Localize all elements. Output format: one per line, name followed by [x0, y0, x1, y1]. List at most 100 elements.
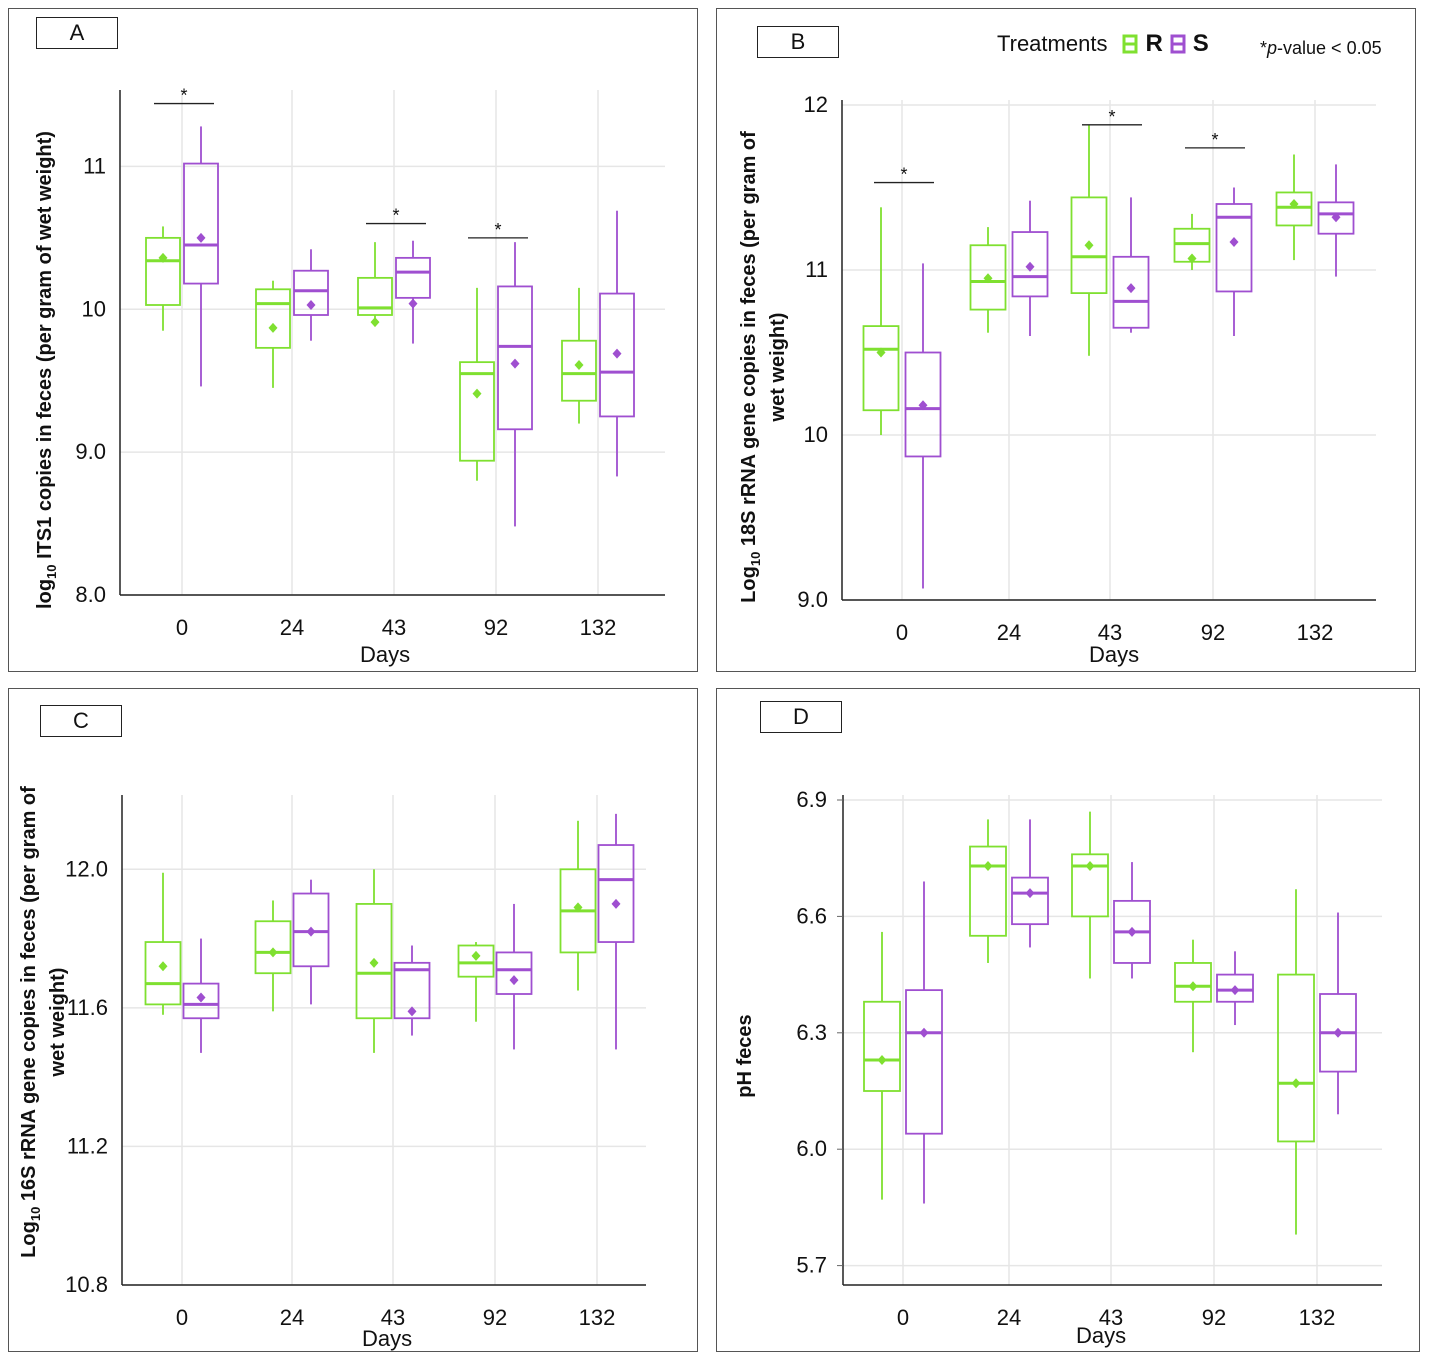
panel-c-label: C [40, 705, 122, 737]
box-mean-marker [1085, 860, 1095, 871]
box-s-day-0 [182, 938, 220, 1053]
box-iqr [495, 951, 533, 995]
box-iqr [1216, 973, 1254, 1003]
box-r-day-24 [254, 900, 292, 1012]
box-mean-marker [472, 388, 482, 399]
box-mean-marker [919, 1027, 929, 1038]
x-tick-label: 24 [997, 1305, 1021, 1330]
box-iqr [145, 236, 181, 306]
box-r-day-0 [862, 207, 900, 435]
panel-d-x-axis-title: Days [1076, 1323, 1127, 1348]
box-iqr [1011, 231, 1049, 298]
x-tick-label: 0 [176, 615, 188, 640]
y-tick-label: 6.0 [796, 1136, 827, 1161]
box-s-day-24 [293, 249, 329, 341]
box-mean-marker [876, 347, 886, 358]
box-s-day-24 [1011, 819, 1049, 948]
box-iqr [255, 288, 291, 349]
box-mean-marker [510, 358, 520, 369]
x-tick-label: 132 [579, 1305, 616, 1330]
box-r-day-43 [357, 242, 393, 328]
significance-star: * [392, 206, 399, 226]
x-tick-label: 0 [896, 620, 908, 645]
box-mean-marker [573, 902, 583, 913]
x-tick-label: 92 [1202, 1305, 1226, 1330]
legend-r-label: R [1145, 30, 1163, 57]
box-r-day-43 [355, 869, 393, 1053]
pvalue-p: p [1267, 38, 1278, 58]
box-iqr [393, 961, 431, 1020]
y-tick-label: 11.6 [67, 995, 108, 1020]
x-tick-label: 43 [1098, 620, 1122, 645]
x-tick-label: 24 [280, 1305, 304, 1330]
box-iqr [1174, 962, 1212, 1003]
box-mean-marker [612, 348, 622, 359]
box-iqr [597, 844, 635, 943]
y-tick-label: 11 [83, 153, 106, 178]
legend-s-label: S [1192, 30, 1209, 57]
box-r-day-92 [1173, 213, 1211, 270]
box-mean-marker [1025, 261, 1035, 272]
box-mean-marker [268, 947, 278, 958]
panel-a-label: A [36, 17, 118, 49]
box-mean-marker [509, 975, 519, 986]
box-r-day-24 [969, 227, 1007, 333]
y-tick-label: 9.0 [75, 439, 106, 464]
box-s-day-92 [495, 903, 533, 1050]
box-mean-marker [369, 957, 379, 968]
x-tick-label: 132 [580, 615, 617, 640]
box-r-day-0 [145, 226, 181, 331]
box-s-day-0 [183, 126, 219, 387]
box-iqr [905, 989, 943, 1135]
panel-d-label: D [760, 701, 842, 733]
box-mean-marker [158, 252, 168, 263]
box-r-day-0 [144, 872, 182, 1015]
x-tick-label: 92 [483, 1305, 507, 1330]
box-r-day-132 [1275, 154, 1313, 261]
y-tick-label: 6.3 [796, 1020, 827, 1045]
y-tick-label: 8.0 [75, 582, 106, 607]
significance-star: * [1211, 130, 1218, 150]
y-tick-label: 11.2 [67, 1133, 108, 1158]
box-r-day-132 [559, 820, 597, 991]
panel-c-chart: 10.8 11.2 11.6 12.0 0 24 43 92 132 [65, 795, 646, 1330]
box-r-day-92 [459, 287, 495, 481]
box-iqr [1070, 196, 1108, 294]
x-tick-label: 43 [382, 615, 406, 640]
box-iqr [1275, 191, 1313, 227]
panel-a-x-axis-title: Days [360, 642, 411, 667]
box-s-day-24 [1011, 200, 1049, 336]
box-iqr [144, 941, 182, 1006]
y-tick-label: 9.0 [797, 587, 828, 612]
box-r-day-132 [561, 287, 597, 424]
box-r-day-132 [1277, 889, 1315, 1235]
box-mean-marker [306, 926, 316, 937]
box-s-day-43 [393, 945, 431, 1036]
x-tick-label: 132 [1299, 1305, 1336, 1330]
box-r-day-92 [457, 942, 495, 1022]
x-tick-label: 132 [1297, 620, 1334, 645]
box-iqr [254, 920, 292, 975]
box-iqr [863, 1000, 901, 1092]
significance-star: * [1108, 107, 1115, 127]
box-mean-marker [370, 317, 380, 328]
box-iqr [1317, 201, 1355, 235]
x-tick-label: 92 [1201, 620, 1225, 645]
box-iqr [182, 982, 220, 1020]
panel-b-chart: 9.0 10 11 12 0 24 43 92 132 * * * [797, 92, 1376, 645]
y-tick-label: 6.6 [796, 903, 827, 928]
y-tick-label: 12 [804, 92, 828, 117]
box-iqr [599, 292, 635, 418]
box-s-day-132 [1319, 912, 1357, 1115]
pvalue-star: * [1260, 38, 1268, 58]
box-mean-marker [1229, 236, 1239, 247]
box-iqr [497, 285, 533, 431]
legend-s-symbol [1170, 34, 1186, 54]
box-mean-marker [268, 322, 278, 333]
box-mean-marker [196, 232, 206, 243]
box-mean-marker [1127, 926, 1137, 937]
box-mean-marker [1291, 1078, 1301, 1089]
significance-star: * [494, 220, 501, 240]
box-mean-marker [983, 860, 993, 871]
